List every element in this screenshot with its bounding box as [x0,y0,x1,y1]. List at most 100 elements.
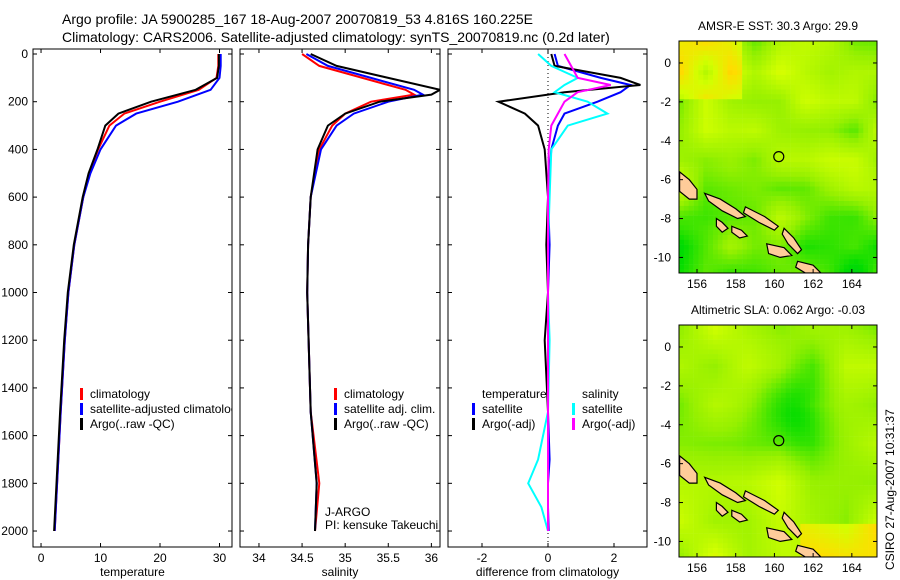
map-cell [703,162,709,168]
map-cell [814,392,820,399]
map-cell [868,89,874,95]
map-cell [780,470,787,476]
map-cell [873,94,877,100]
map-cell [761,329,767,336]
map-cell [863,89,869,95]
map-cell [708,436,714,442]
map-cell [727,84,733,90]
map-cell [766,499,772,505]
map-cell [839,359,845,365]
map-cell [873,519,877,525]
map-cell [679,373,685,379]
map-cell [853,392,859,399]
map-cell [873,128,877,134]
map-cell [800,74,806,81]
map-cell [790,70,796,76]
map-cell [853,41,859,47]
map-cell [839,325,845,331]
map-cell [761,89,767,95]
map-cell [742,239,748,245]
map-cell [790,383,796,389]
map-cell [742,235,748,241]
map-cell [834,94,840,100]
map-cell [717,239,723,245]
map-cell [732,152,738,158]
map-cell [737,142,743,148]
map-cell [713,523,719,530]
map-cell [800,334,806,340]
map-cell [683,407,690,413]
map-cell [708,45,714,52]
map-cell [834,108,840,115]
map-cell [800,147,806,153]
map-cell [848,368,854,374]
map-cell [873,230,877,236]
map-cell [795,456,801,462]
map-cell [742,118,748,124]
map-cell [703,60,709,66]
map-cell [819,334,825,340]
map-cell [722,460,728,466]
map-cell [853,475,859,481]
map-cell [805,201,811,207]
map-cell [780,383,787,389]
map-cell [737,407,743,413]
map-cell [717,84,723,90]
map-cell [703,235,709,241]
map-cell [766,118,772,124]
map-cell [737,368,743,374]
map-cell [848,191,854,197]
map-cell [848,104,854,110]
map-cell [863,201,869,207]
map-cell [708,147,714,153]
map-cell [761,349,767,355]
map-cell [795,436,801,442]
map-cell [800,329,806,336]
map-cell [746,392,753,399]
map-cell [679,446,685,452]
map-cell [698,368,704,374]
map-cell [790,89,796,95]
map-cell [703,417,709,423]
map-cell [732,431,738,437]
map-cell [868,113,874,119]
map-cell [756,402,762,408]
map-cell [868,239,874,245]
map-cell [805,191,811,197]
map-cell [746,431,753,437]
map-cell [717,354,723,360]
map-cell [858,514,864,520]
map-cell [868,215,874,221]
map-cell [834,480,840,486]
map-cell [732,543,738,549]
map-cell [737,133,743,139]
map-cell [708,528,714,534]
map-cell [766,446,772,452]
map-cell [703,254,709,260]
map-cell [829,499,835,505]
map-cell [751,220,757,226]
map-cell [698,402,704,408]
map-cell [683,417,690,423]
map-cell [800,138,806,144]
map-cell [824,104,830,110]
map-cell [780,70,787,76]
map-cell [834,201,840,207]
map-cell [805,186,811,192]
map-cell [751,465,757,471]
map-cell [732,553,738,557]
map-cell [776,94,782,100]
legend-swatch [80,388,83,400]
map-cell [824,368,830,374]
map-cell [824,230,830,236]
map-cell [853,460,859,466]
map-cell [708,344,714,350]
map-cell [703,205,709,212]
map-cell [873,441,877,447]
map-cell [800,50,806,56]
map-cell [761,196,767,202]
map-cell [858,147,864,153]
map-cell [683,538,690,544]
map-cell [683,249,690,255]
map-cell [805,147,811,153]
